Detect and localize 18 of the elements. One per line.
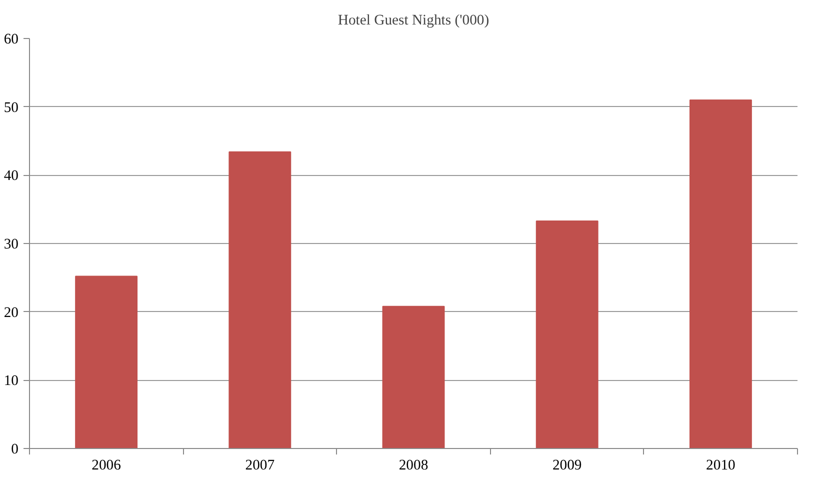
x-tick-label: 2007 [245,458,275,474]
y-tick-label: 10 [4,373,18,390]
bar [75,276,138,448]
bar [382,306,445,448]
y-tick-label: 20 [4,304,18,321]
y-tick-label: 30 [4,236,18,252]
bar [536,220,598,448]
x-tick-label: 2010 [706,458,736,474]
y-tick-label: 50 [4,100,18,116]
x-tick-label: 2009 [552,458,582,474]
y-tick-label: 40 [4,168,18,184]
y-tick-label: 0 [11,442,18,458]
x-tick-label: 2006 [92,458,121,474]
x-tick-label: 2008 [398,458,428,474]
bar [689,100,752,448]
bar [228,151,292,448]
chart-title: Hotel Guest Nights ('000) [338,12,490,28]
y-tick-label: 60 [4,32,18,48]
